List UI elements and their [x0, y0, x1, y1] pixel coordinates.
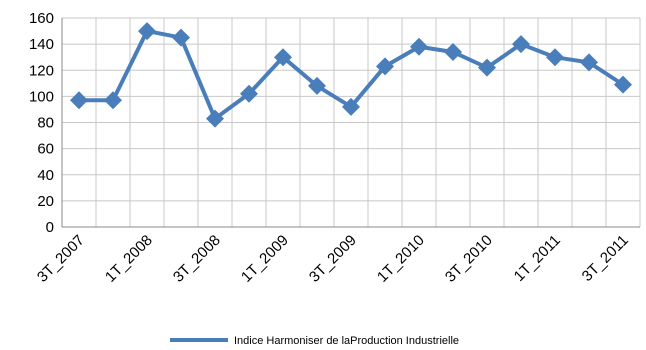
point-marker [478, 58, 496, 77]
y-tick-label: 140 [29, 36, 54, 53]
point-marker [342, 97, 360, 116]
point-marker [580, 53, 598, 72]
y-tick-label: 60 [37, 141, 54, 158]
point-marker [512, 35, 530, 54]
y-tick-label: 160 [29, 10, 54, 27]
y-tick-label: 40 [37, 167, 54, 184]
x-tick-label: 1T_2009 [238, 232, 292, 286]
x-tick-label: 1T_2008 [102, 232, 156, 286]
x-tick-label: 1T_2011 [511, 232, 564, 285]
point-marker [70, 91, 88, 110]
point-marker [614, 75, 632, 94]
point-marker [444, 42, 462, 61]
x-tick-label: 3T_2009 [306, 232, 360, 286]
point-marker [376, 57, 394, 76]
y-tick-label: 100 [29, 88, 54, 105]
y-tick-label: 120 [29, 62, 54, 79]
legend-label: Indice Harmoniser de laProduction Indust… [234, 335, 459, 345]
y-tick-label: 0 [46, 219, 54, 236]
x-tick-label: 3T_2008 [170, 232, 224, 286]
y-tick-label: 20 [37, 193, 54, 210]
point-marker [172, 28, 190, 47]
point-marker [308, 76, 326, 95]
point-marker [240, 84, 258, 103]
point-marker [138, 22, 156, 41]
point-marker [274, 48, 292, 67]
x-tick-label: 1T_2010 [374, 232, 428, 286]
point-marker [104, 91, 122, 110]
point-marker [206, 109, 224, 128]
x-tick-label: 3T_2010 [442, 232, 496, 286]
y-tick-label: 80 [37, 115, 54, 132]
x-tick-label: 3T_2007 [34, 232, 88, 286]
x-tick-label: 3T_2011 [579, 232, 632, 285]
point-marker [546, 48, 564, 67]
point-marker [410, 37, 428, 56]
